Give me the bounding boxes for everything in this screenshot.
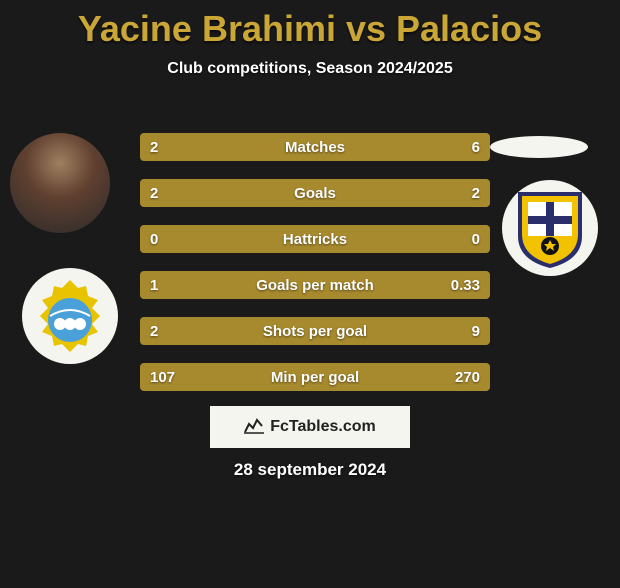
stat-label: Goals per match	[140, 277, 490, 294]
stat-row: 2Shots per goal9	[140, 317, 490, 345]
stat-row: 1Goals per match0.33	[140, 271, 490, 299]
branding-box: FcTables.com	[210, 406, 410, 448]
player-left-photo	[10, 133, 110, 233]
stat-right-value: 270	[455, 369, 480, 386]
stat-right-value: 6	[472, 139, 480, 156]
club-left-badge	[22, 268, 118, 364]
club-left-badge-svg	[30, 276, 110, 356]
stat-label: Goals	[140, 185, 490, 202]
stat-right-value: 9	[472, 323, 480, 340]
stat-label: Matches	[140, 139, 490, 156]
stat-row: 2Goals2	[140, 179, 490, 207]
stat-label: Min per goal	[140, 369, 490, 386]
club-right-badge	[502, 180, 598, 276]
date-label: 28 september 2024	[0, 460, 620, 480]
stat-row: 2Matches6	[140, 133, 490, 161]
page-title: Yacine Brahimi vs Palacios	[0, 8, 620, 50]
stat-row: 0Hattricks0	[140, 225, 490, 253]
stat-right-value: 0	[472, 231, 480, 248]
subtitle: Club competitions, Season 2024/2025	[0, 60, 620, 78]
club-right-badge-svg	[514, 186, 586, 270]
stat-right-value: 2	[472, 185, 480, 202]
chart-icon	[244, 416, 264, 439]
branding-text: FcTables.com	[270, 418, 376, 436]
player-right-placeholder	[490, 136, 588, 158]
stat-label: Hattricks	[140, 231, 490, 248]
stat-right-value: 0.33	[451, 277, 480, 294]
stats-container: 2Matches62Goals20Hattricks01Goals per ma…	[140, 133, 490, 409]
stat-label: Shots per goal	[140, 323, 490, 340]
stat-row: 107Min per goal270	[140, 363, 490, 391]
